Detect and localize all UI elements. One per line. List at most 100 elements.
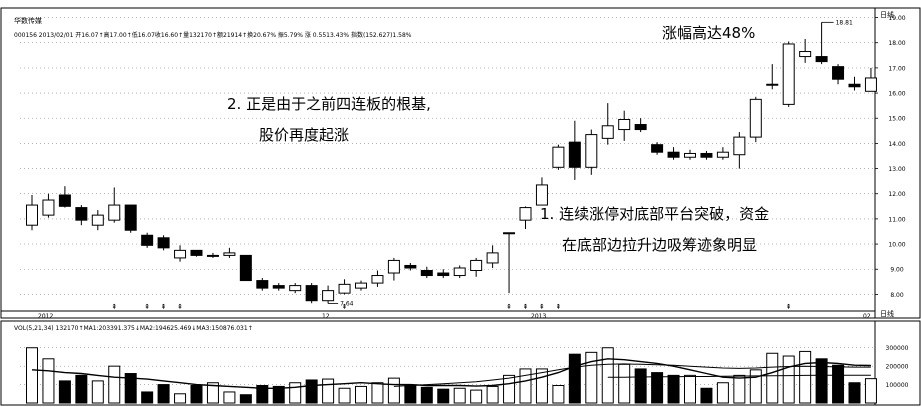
- candle-body: [568, 141, 581, 168]
- candle: [124, 204, 137, 233]
- volume-bar: [535, 368, 548, 404]
- candle-body: [437, 272, 450, 277]
- volume-bar: [782, 355, 795, 404]
- event-marker: ⇞: [342, 303, 348, 311]
- candle-body: [766, 83, 779, 86]
- candle: [568, 120, 581, 180]
- candle-body: [848, 83, 861, 88]
- candle-body: [108, 204, 121, 221]
- event-marker: ⇞: [539, 303, 545, 311]
- candle: [832, 64, 845, 85]
- volume-bar: [684, 374, 696, 404]
- candle-body: [272, 285, 285, 289]
- candle-body: [404, 264, 417, 269]
- candle: [519, 206, 532, 229]
- price-tick-label: 19.00: [888, 15, 905, 22]
- candle-body: [420, 270, 433, 277]
- candle: [667, 147, 680, 160]
- event-markers: ⇞ ⇞ ⇞ ⇞ ⇞ ⇞ ⇞ ⇞ ⇞ ⇞: [111, 303, 791, 311]
- candle: [404, 262, 417, 271]
- candle: [766, 64, 779, 90]
- volume-bar: [700, 387, 713, 404]
- event-marker: ⇞: [555, 303, 561, 311]
- xaxis-label-2013: 2013: [531, 313, 546, 320]
- volume-bar: [618, 363, 631, 404]
- low-price-label: 7.64: [340, 300, 354, 307]
- candle: [782, 41, 795, 107]
- volume-bar: [486, 385, 499, 404]
- price-tick-label: 18.00: [888, 40, 905, 47]
- high-price-label: 18.81: [836, 19, 853, 26]
- candle: [91, 210, 104, 231]
- volume-bar: [568, 353, 581, 404]
- volume-bar: [371, 382, 384, 404]
- volume-bar: [848, 382, 861, 404]
- price-tick-label: 12.00: [888, 191, 905, 198]
- volume-bar: [91, 380, 104, 404]
- candle-body: [782, 43, 795, 105]
- xaxis-label-12: 12: [322, 313, 330, 320]
- candle: [157, 235, 170, 251]
- volume-bar: [256, 385, 269, 404]
- candle-body: [651, 144, 664, 153]
- candle-body: [684, 152, 696, 158]
- candle-body: [174, 249, 187, 259]
- volume-bar: [601, 347, 614, 404]
- candle-body: [585, 134, 598, 168]
- candle: [190, 249, 203, 257]
- candle: [437, 269, 450, 279]
- candle-body: [75, 207, 88, 221]
- volume-bar: [453, 387, 466, 404]
- volume-bar: [75, 374, 88, 404]
- candle: [387, 257, 400, 281]
- candle: [338, 279, 351, 295]
- candle-body: [815, 56, 828, 63]
- volume-bar: [651, 372, 664, 404]
- candle: [206, 252, 219, 258]
- price-tick-label: 14.00: [888, 141, 905, 148]
- candle: [289, 283, 302, 294]
- volume-bar: [585, 351, 598, 404]
- volume-bar: [387, 377, 400, 404]
- volume-tick-label: 300000: [886, 345, 909, 352]
- volume-bar: [272, 385, 285, 404]
- volume-bar: [503, 374, 516, 404]
- volume-bar: [799, 350, 812, 404]
- volume-bar: [634, 368, 647, 404]
- event-marker: ⇞: [506, 303, 512, 311]
- candle-body: [371, 275, 384, 284]
- candle: [470, 257, 483, 277]
- volume-grid: [20, 347, 875, 385]
- candle: [848, 76, 861, 91]
- candle-body: [256, 280, 269, 289]
- candle-body: [601, 125, 614, 139]
- xaxis-label-2012: 2012: [38, 313, 53, 320]
- candle: [585, 129, 598, 175]
- candle-body: [535, 184, 548, 206]
- candle-body: [206, 254, 219, 257]
- volume-moving-averages: [31, 358, 871, 389]
- candle: [239, 254, 252, 282]
- event-marker: ⇞: [144, 303, 150, 311]
- volume-tick-label: 200000: [886, 364, 909, 371]
- event-marker: ⇞: [161, 303, 167, 311]
- candle: [618, 110, 631, 141]
- stock-name: 华数传媒: [14, 16, 42, 25]
- candle-body: [503, 232, 516, 235]
- candle-body: [552, 146, 565, 168]
- price-tick-label: 17.00: [888, 65, 905, 72]
- volume-bar: [157, 384, 170, 404]
- candle: [272, 283, 285, 291]
- candle-body: [322, 290, 335, 302]
- volume-bar: [124, 373, 137, 404]
- candle: [535, 177, 548, 206]
- candle: [486, 245, 499, 268]
- price-panel-frame: [0, 7, 921, 319]
- xaxis-label-02: 02: [863, 313, 871, 320]
- volume-bar: [355, 385, 367, 404]
- volume-legend: VOL(5,21,34) 132170↑MA1:203391.375↓MA2:1…: [14, 325, 253, 332]
- volume-ma-line: [393, 363, 871, 387]
- volume-bars: [26, 347, 877, 404]
- candle: [26, 194, 38, 231]
